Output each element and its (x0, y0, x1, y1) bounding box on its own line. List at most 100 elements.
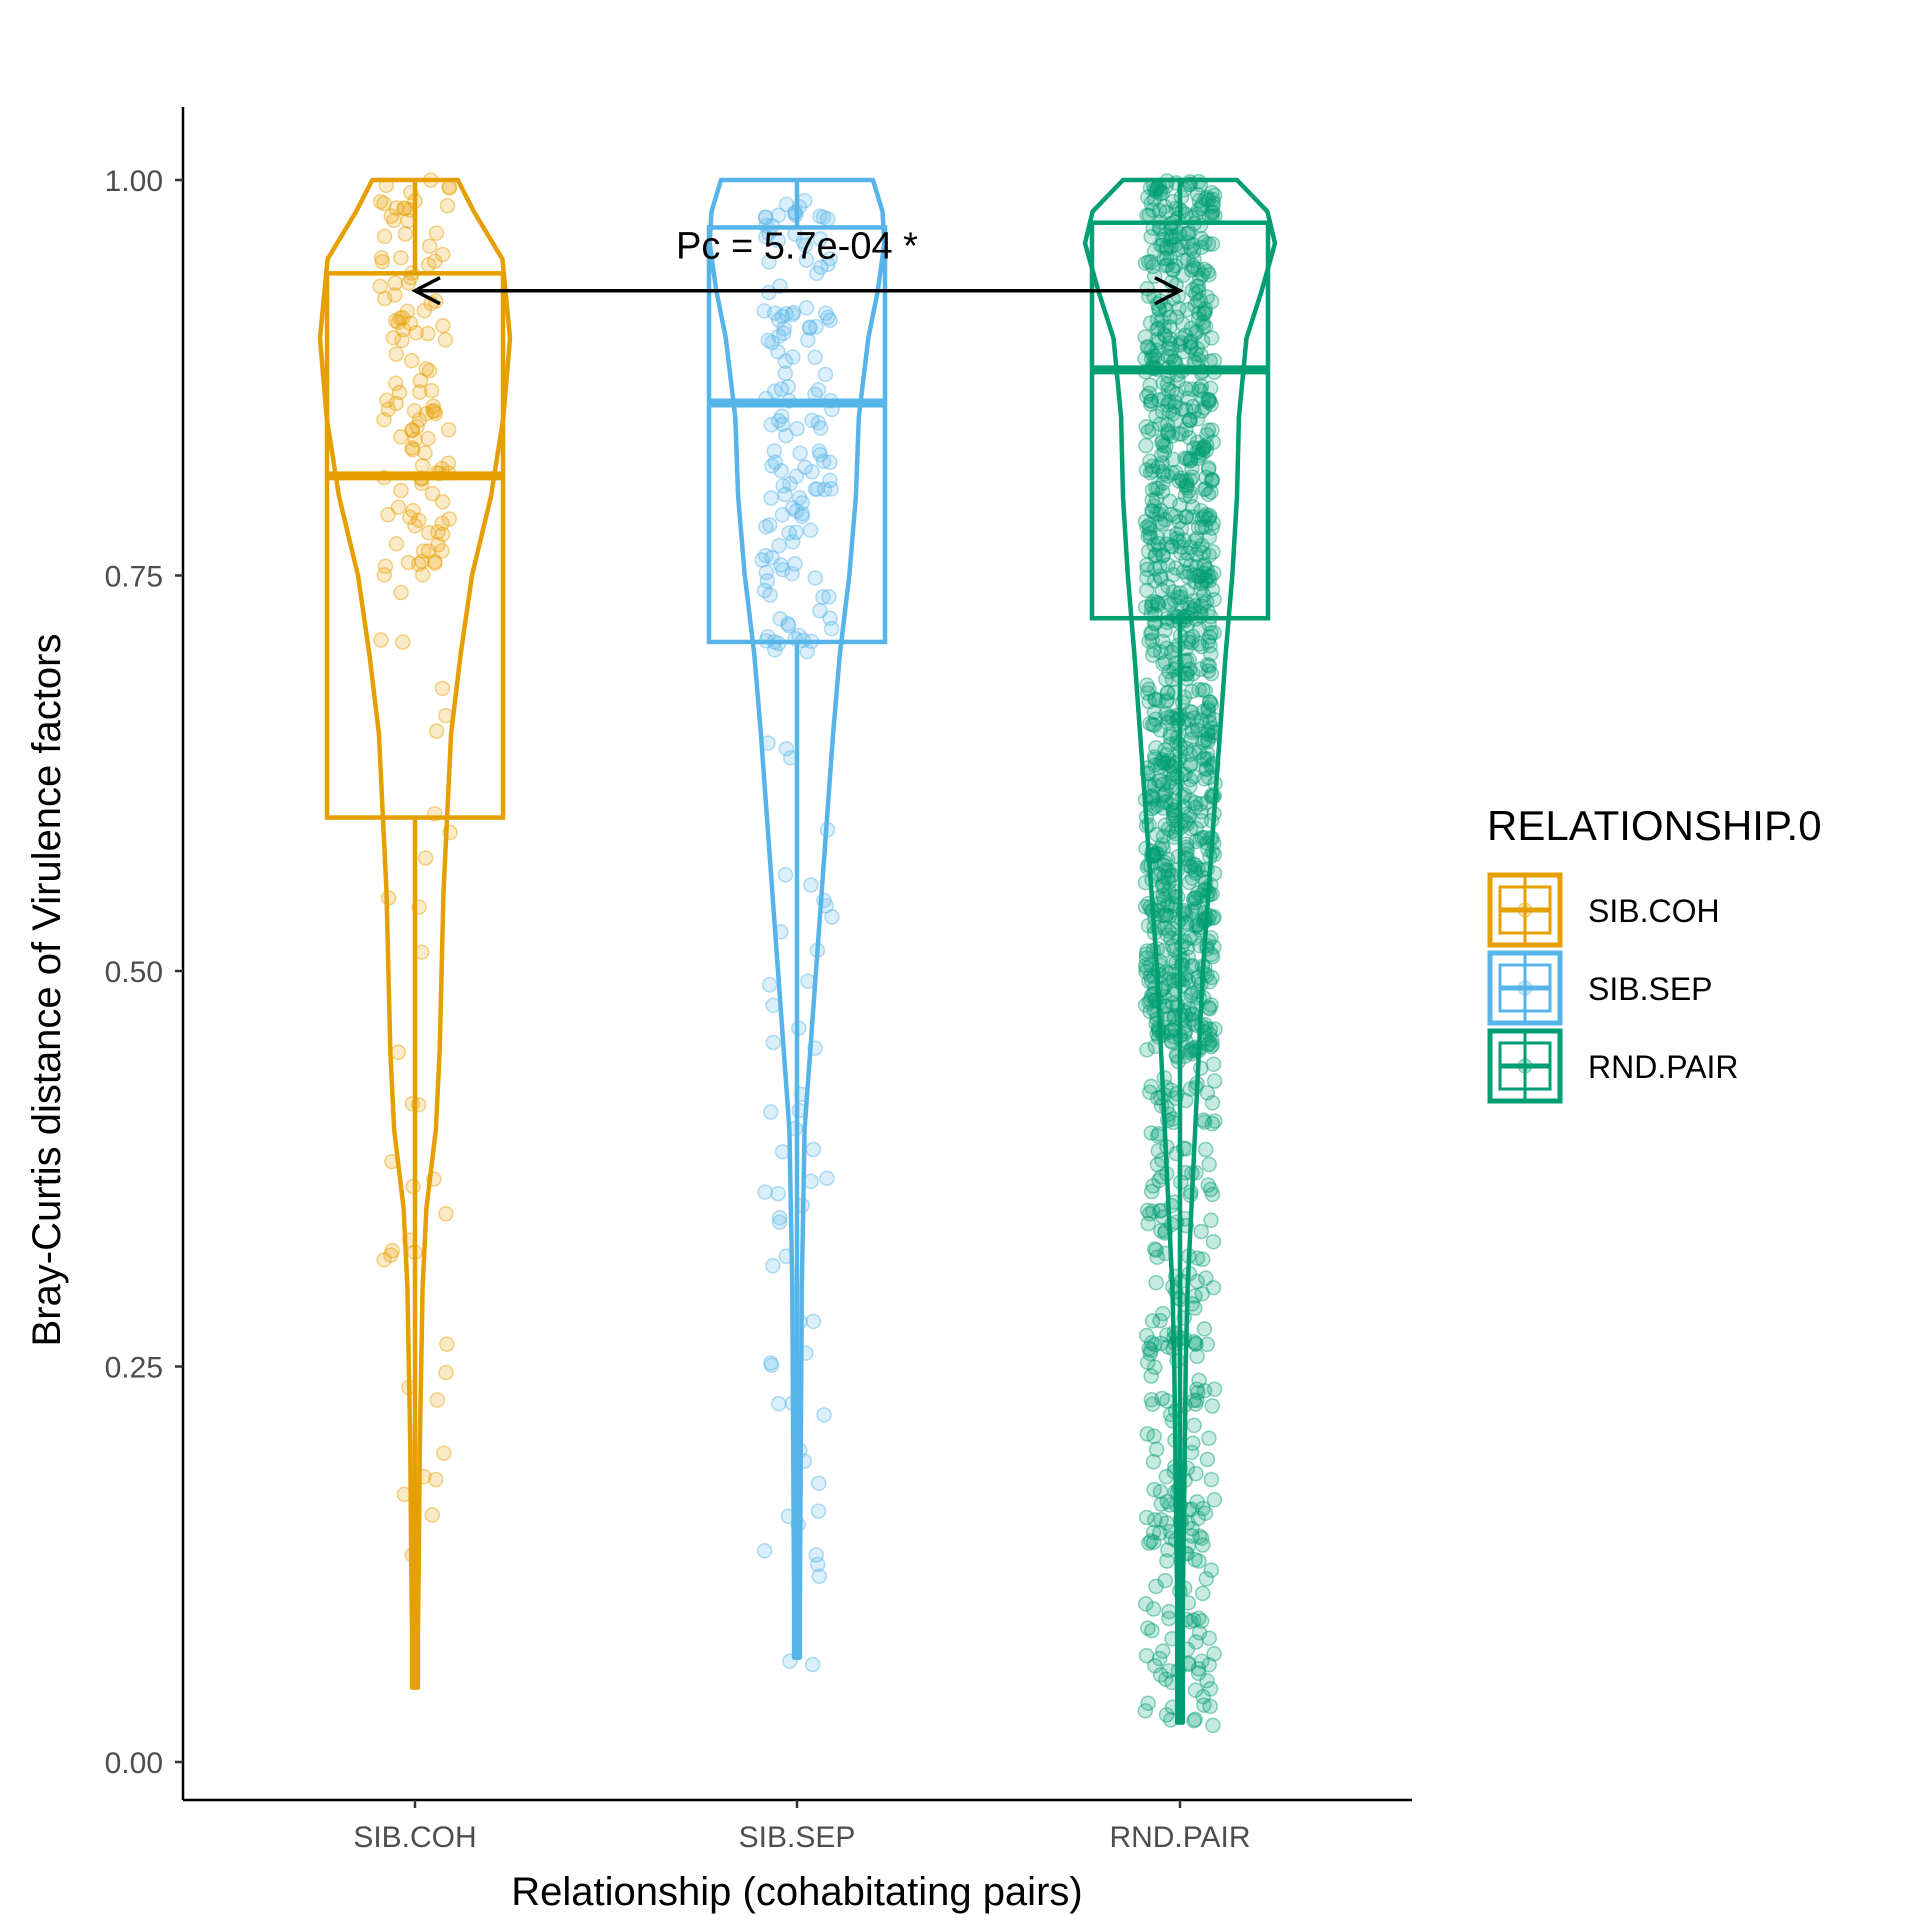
data-point (1193, 200, 1209, 217)
data-point (1181, 652, 1198, 668)
data-point (1155, 1305, 1171, 1322)
data-point (1158, 250, 1175, 267)
data-point (1183, 339, 1199, 355)
data-point (1206, 1381, 1223, 1397)
data-point (384, 1242, 401, 1259)
data-point (1145, 1454, 1162, 1470)
data-point (791, 490, 808, 506)
data-point (1146, 1359, 1163, 1376)
data-point (1192, 661, 1209, 678)
data-point (388, 535, 405, 552)
data-point (438, 1364, 454, 1381)
data-point (400, 275, 417, 291)
data-point (1158, 1515, 1175, 1531)
data-point (1143, 342, 1159, 359)
data-point (1144, 632, 1161, 648)
data-point (1139, 207, 1155, 224)
data-point (1205, 1717, 1221, 1734)
data-point (1202, 637, 1218, 654)
data-point (1206, 939, 1222, 955)
data-point (1167, 508, 1184, 524)
data-point (798, 300, 815, 316)
data-point (429, 1392, 446, 1408)
data-point (1199, 561, 1215, 578)
data-point (761, 977, 778, 993)
data-point (1203, 396, 1219, 413)
data-point (439, 1336, 455, 1352)
data-point (1196, 1697, 1212, 1713)
data-point (1143, 393, 1159, 409)
data-point (794, 508, 810, 525)
data-point (1188, 918, 1204, 934)
data-point (1198, 760, 1214, 777)
data-point (1157, 920, 1173, 936)
data-point (1139, 557, 1155, 573)
data-point (380, 506, 396, 523)
data-point (1153, 1511, 1169, 1528)
data-point (434, 494, 451, 510)
data-point (1145, 202, 1161, 218)
data-point (1185, 237, 1201, 253)
data-point (1196, 703, 1212, 719)
data-point (1187, 1396, 1204, 1412)
data-point (1206, 565, 1222, 581)
data-point (809, 265, 825, 282)
data-point (1161, 971, 1177, 988)
data-point (1187, 297, 1203, 314)
data-point (1154, 856, 1171, 873)
data-point (1189, 1250, 1206, 1266)
data-point (1189, 1381, 1205, 1398)
data-point (1158, 640, 1175, 656)
data-point (1170, 589, 1186, 606)
data-point (1141, 681, 1157, 697)
data-point (801, 319, 818, 335)
data-point (1155, 887, 1171, 904)
data-point (1175, 344, 1191, 360)
data-point (1188, 820, 1204, 837)
data-point (1195, 1688, 1211, 1705)
data-point (377, 290, 393, 307)
data-point (777, 353, 794, 370)
data-point (1144, 1313, 1161, 1329)
data-point (1157, 1572, 1174, 1589)
data-point (800, 332, 816, 348)
data-point (434, 526, 451, 543)
data-point (776, 320, 792, 337)
data-point (1200, 663, 1217, 679)
data-point (1162, 529, 1178, 545)
data-point (1152, 185, 1169, 202)
data-point (439, 197, 456, 214)
data-point (1151, 1650, 1168, 1667)
data-point (1190, 1660, 1207, 1677)
data-point (1145, 463, 1161, 479)
data-point (1165, 567, 1181, 583)
data-point (400, 554, 417, 571)
data-point (1159, 714, 1176, 731)
data-point (1194, 197, 1210, 213)
data-point (1195, 1500, 1211, 1517)
data-point (1164, 428, 1180, 444)
data-point (1163, 229, 1180, 245)
data-point (1185, 593, 1201, 609)
data-point (1156, 326, 1173, 343)
data-point (1145, 1178, 1161, 1194)
data-point (1153, 447, 1170, 463)
data-point (778, 306, 794, 322)
y-tick-label: 1.00 (105, 165, 163, 198)
data-point (1196, 750, 1213, 766)
data-point (1200, 486, 1217, 502)
data-point (1189, 323, 1205, 339)
data-point (773, 381, 790, 397)
data-point (1162, 319, 1178, 335)
data-point (1182, 661, 1198, 678)
data-point (1140, 254, 1157, 270)
data-point (815, 209, 832, 225)
data-point (430, 537, 446, 553)
data-point (1169, 530, 1185, 547)
data-point (1187, 1551, 1203, 1568)
data-point (1155, 828, 1172, 844)
data-point (420, 525, 437, 541)
data-point (759, 573, 776, 589)
data-point (1149, 826, 1165, 843)
data-point (1203, 330, 1220, 346)
